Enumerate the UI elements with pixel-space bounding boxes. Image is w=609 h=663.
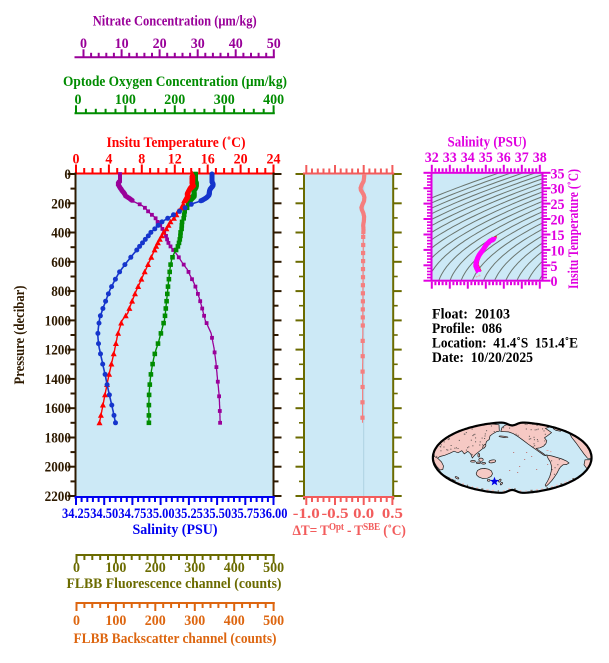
svg-text:1000: 1000: [45, 313, 71, 329]
svg-text:0: 0: [551, 274, 558, 290]
svg-text:600: 600: [51, 255, 71, 271]
svg-text:1600: 1600: [45, 401, 71, 417]
svg-text:12: 12: [168, 152, 182, 168]
svg-text:5: 5: [551, 259, 558, 275]
svg-text:4: 4: [105, 152, 112, 168]
svg-text:33: 33: [443, 150, 457, 166]
svg-text:1200: 1200: [45, 343, 71, 359]
svg-text:ΔT= TOpt - TSBE (˚C): ΔT= TOpt - TSBE (˚C): [293, 522, 407, 539]
svg-text:Nitrate Concentration (μm/kg): Nitrate Concentration (μm/kg): [93, 14, 257, 30]
svg-text:30: 30: [191, 36, 205, 52]
svg-text:1400: 1400: [45, 372, 71, 388]
svg-text:100: 100: [115, 92, 136, 108]
svg-text:20: 20: [153, 36, 167, 52]
svg-text:-1.0: -1.0: [293, 506, 320, 522]
svg-text:38: 38: [533, 150, 547, 166]
svg-text:0.5: 0.5: [382, 506, 403, 522]
svg-text:300: 300: [184, 613, 205, 629]
svg-text:8: 8: [138, 152, 145, 168]
svg-text:Insitu Temperature (˚C): Insitu Temperature (˚C): [566, 169, 582, 289]
svg-text:200: 200: [164, 92, 185, 108]
svg-text:0: 0: [80, 36, 87, 52]
svg-text:35: 35: [479, 150, 493, 166]
svg-text:34.75: 34.75: [118, 506, 146, 522]
svg-text:35.00: 35.00: [147, 506, 175, 522]
svg-text:400: 400: [224, 560, 245, 576]
svg-text:32: 32: [425, 150, 439, 166]
svg-text:800: 800: [51, 284, 71, 300]
svg-text:0: 0: [73, 613, 80, 629]
svg-text:30: 30: [551, 182, 565, 198]
svg-text:35: 35: [551, 166, 565, 182]
svg-text:100: 100: [105, 560, 126, 576]
svg-text:50: 50: [267, 36, 281, 52]
svg-text:500: 500: [263, 613, 284, 629]
svg-text:Profile: 086: Profile: 086: [432, 321, 502, 337]
svg-text:300: 300: [184, 560, 205, 576]
svg-text:34: 34: [461, 150, 475, 166]
svg-text:Optode Oxygen Concentration (μ: Optode Oxygen Concentration (μm/kg): [63, 74, 287, 90]
svg-text:24: 24: [267, 152, 281, 168]
svg-text:FLBB Backscatter channel (coun: FLBB Backscatter channel (counts): [74, 631, 277, 647]
svg-text:16: 16: [201, 152, 215, 168]
svg-text:Location: 41.4˚S 151.4˚E: Location: 41.4˚S 151.4˚E: [432, 335, 578, 351]
svg-text:10: 10: [115, 36, 129, 52]
svg-text:25: 25: [551, 197, 565, 213]
svg-text:36.00: 36.00: [260, 506, 288, 522]
svg-text:20: 20: [551, 213, 565, 229]
svg-text:15: 15: [551, 228, 565, 244]
svg-text:20: 20: [234, 152, 248, 168]
svg-text:200: 200: [145, 613, 166, 629]
svg-text:Pressure (decibar): Pressure (decibar): [12, 286, 28, 385]
svg-text:35.25: 35.25: [175, 506, 203, 522]
svg-text:Salinity (PSU): Salinity (PSU): [448, 135, 527, 151]
svg-text:34.25: 34.25: [62, 506, 90, 522]
svg-text:0: 0: [75, 92, 82, 108]
svg-text:0.0: 0.0: [353, 506, 374, 522]
svg-text:200: 200: [145, 560, 166, 576]
svg-text:10: 10: [551, 243, 565, 259]
svg-text:35.50: 35.50: [203, 506, 231, 522]
svg-text:1800: 1800: [45, 431, 71, 447]
svg-text:Insitu Temperature (˚C): Insitu Temperature (˚C): [107, 135, 246, 151]
svg-text:2200: 2200: [45, 489, 71, 505]
svg-text:200: 200: [51, 196, 71, 212]
svg-text:36: 36: [497, 150, 511, 166]
svg-text:400: 400: [51, 226, 71, 242]
svg-text:-0.5: -0.5: [322, 506, 349, 522]
svg-text:400: 400: [263, 92, 284, 108]
svg-text:100: 100: [105, 613, 126, 629]
svg-text:35.75: 35.75: [231, 506, 259, 522]
svg-text:0: 0: [73, 560, 80, 576]
svg-text:37: 37: [515, 150, 529, 166]
svg-text:2000: 2000: [45, 460, 71, 476]
svg-text:Float: 20103: Float: 20103: [432, 307, 510, 323]
svg-text:Date: 10/20/2025: Date: 10/20/2025: [432, 350, 533, 366]
svg-text:FLBB Fluorescence channel (cou: FLBB Fluorescence channel (counts): [67, 576, 282, 592]
svg-text:500: 500: [263, 560, 284, 576]
svg-text:Salinity (PSU): Salinity (PSU): [133, 522, 218, 538]
svg-text:0: 0: [73, 152, 80, 168]
svg-text:400: 400: [224, 613, 245, 629]
svg-text:40: 40: [229, 36, 243, 52]
svg-text:300: 300: [214, 92, 235, 108]
svg-text:34.50: 34.50: [90, 506, 118, 522]
svg-text:0: 0: [64, 167, 71, 183]
